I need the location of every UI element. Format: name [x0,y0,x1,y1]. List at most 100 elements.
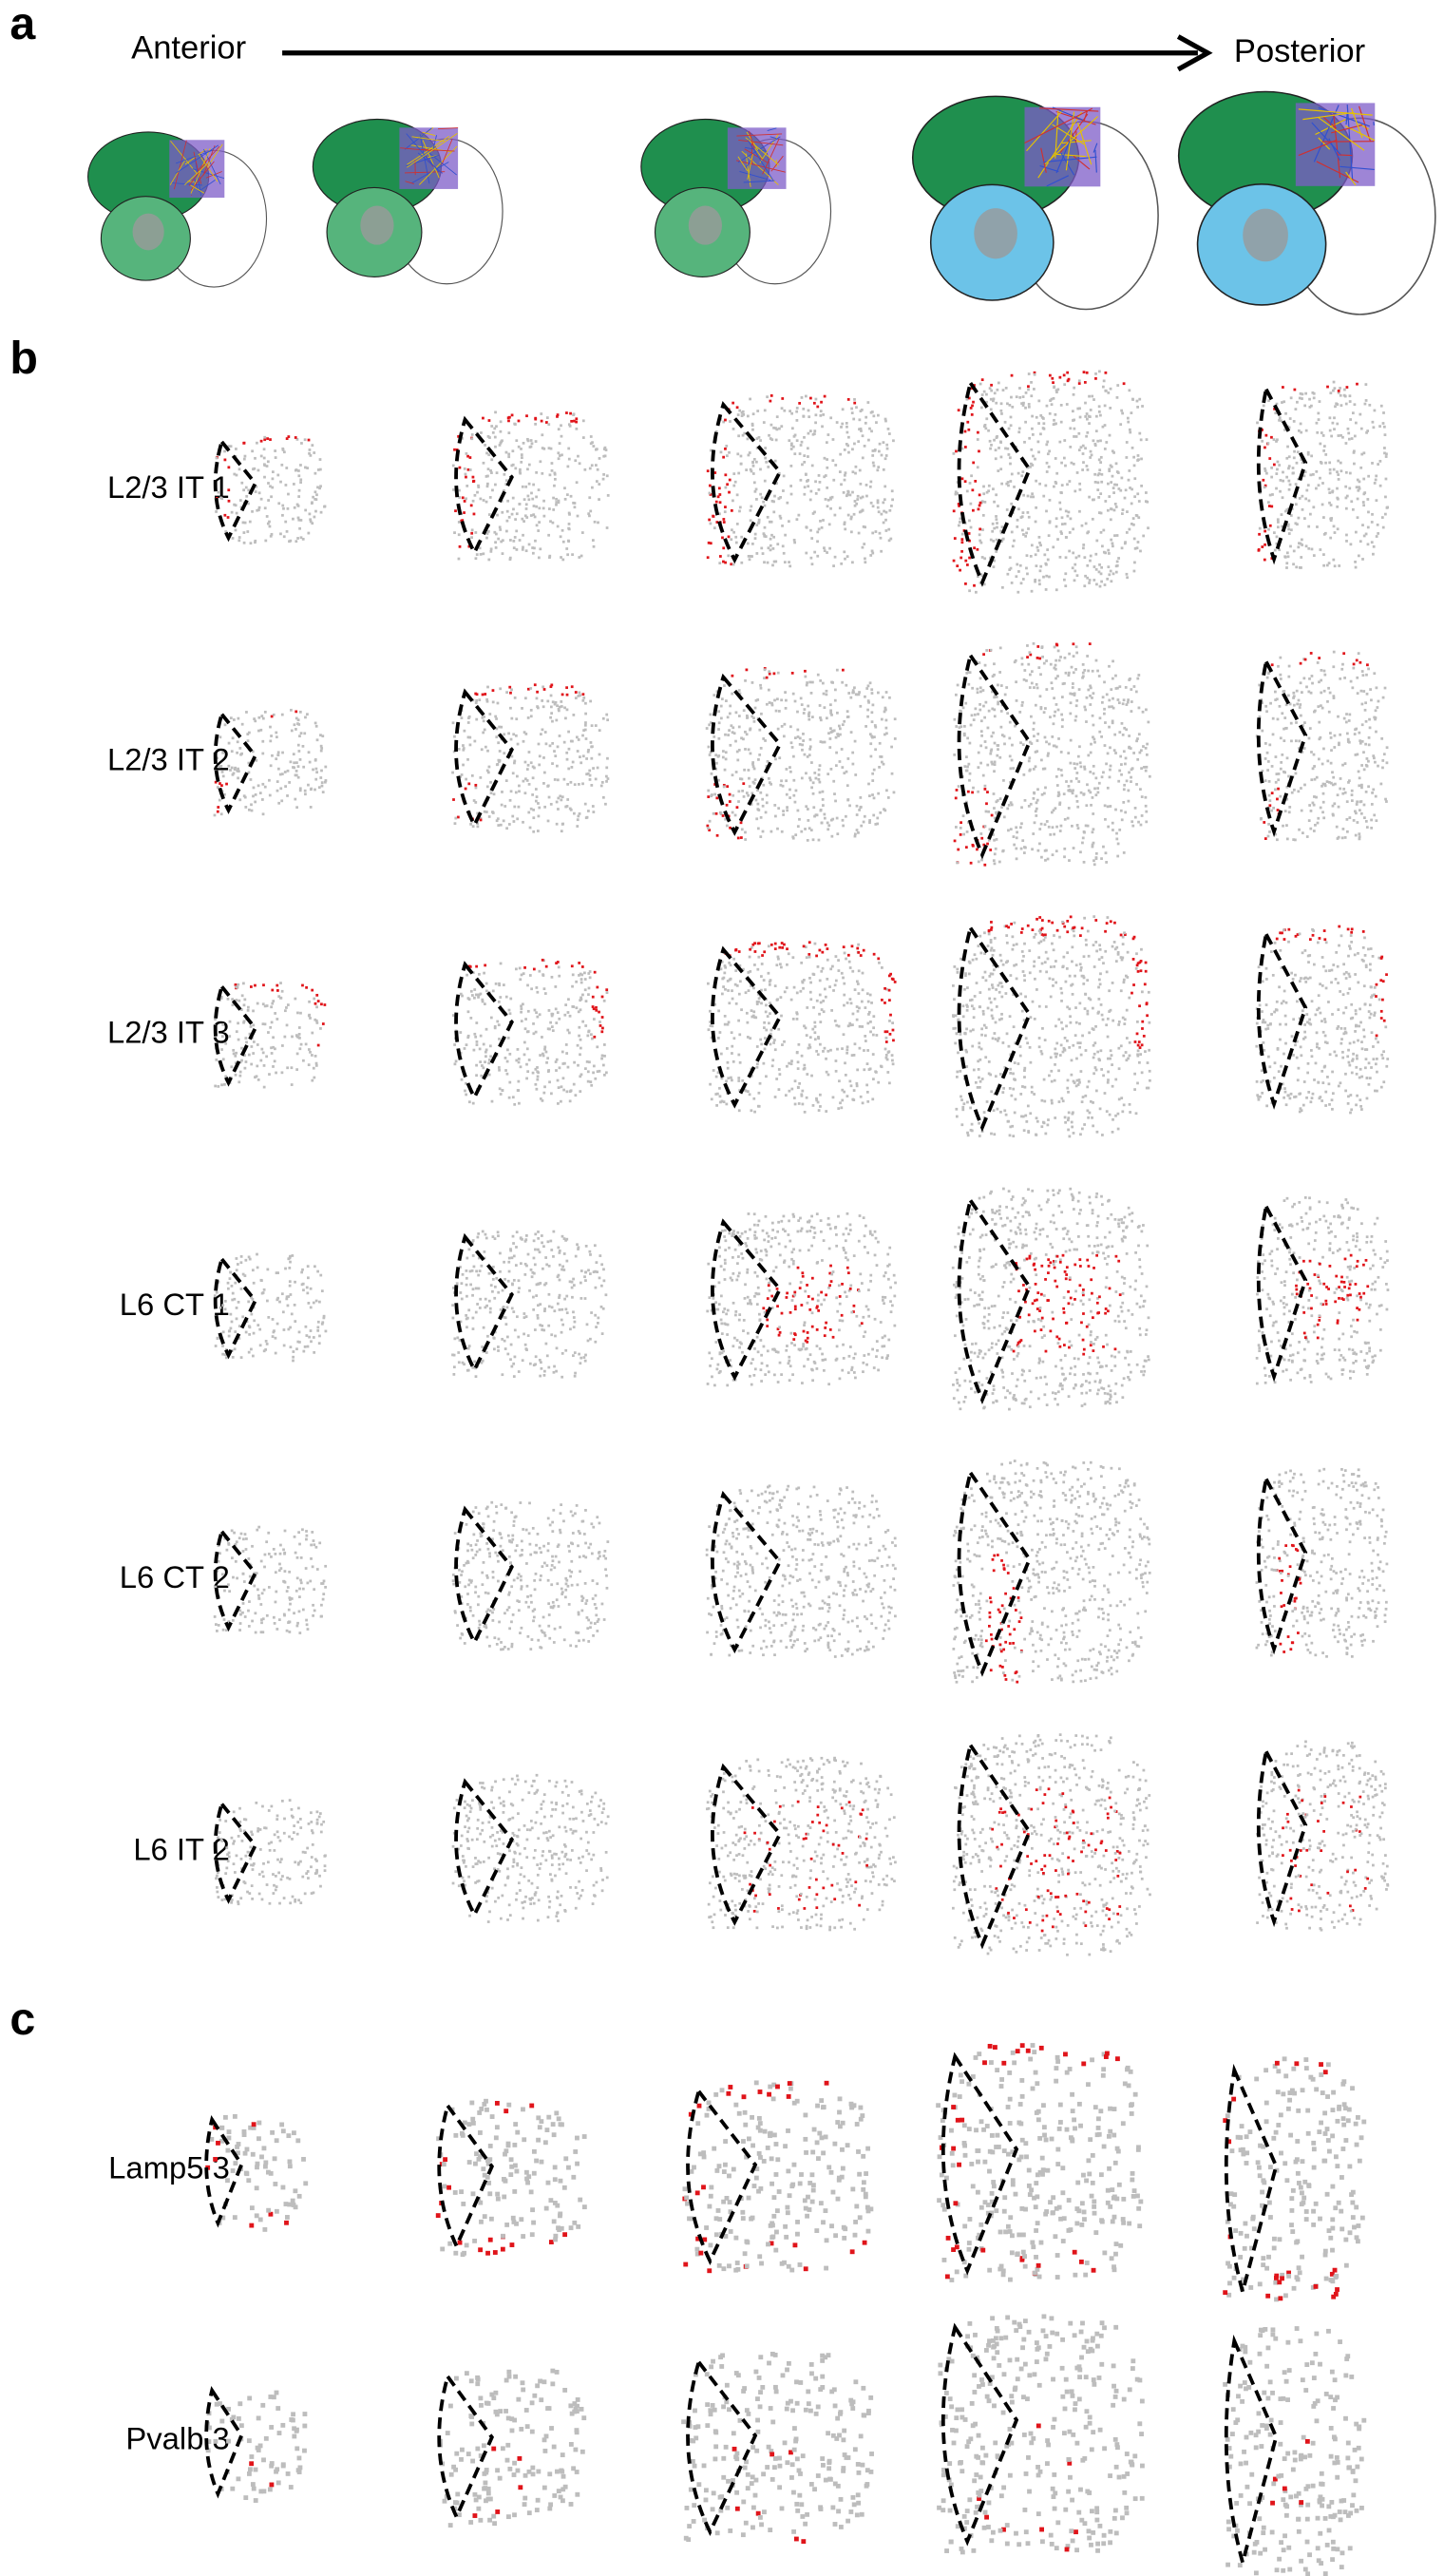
cell [847,450,850,454]
cell [505,1059,509,1063]
cell [1064,556,1068,560]
cell [1010,472,1014,476]
cell [270,1046,273,1050]
cell [1007,453,1011,456]
cell [1367,743,1371,747]
cell [256,1078,260,1081]
cell [1076,805,1080,809]
cell [800,440,804,444]
cell [1321,434,1325,437]
cell [1276,460,1280,464]
cell [310,787,314,791]
fiber [1298,108,1373,116]
cell [251,509,254,513]
cell [1059,824,1063,828]
cell [842,1033,846,1037]
cell [1301,691,1303,695]
cell [885,987,888,991]
cell [980,858,983,862]
cell [591,805,595,808]
cell [557,1102,560,1105]
cell [227,445,231,448]
cell [813,510,816,514]
cell [1021,578,1025,581]
marked-cell [980,378,984,382]
cell [999,531,1003,535]
cell [1061,523,1064,525]
cell [1103,804,1107,808]
marked-cell [727,535,731,539]
cell [1344,506,1348,510]
cell [855,1005,859,1008]
cell [487,1073,491,1077]
cell [1258,491,1262,495]
cell [256,508,259,512]
cell [552,508,556,511]
cell [734,711,738,715]
cell [1281,525,1283,528]
cell [516,742,520,746]
cell [1381,422,1385,425]
cell [1035,564,1038,567]
cell [746,1021,750,1024]
cell [558,454,561,457]
cell [753,532,757,536]
cell [1073,694,1076,696]
marked-cell [316,1000,320,1002]
cell [872,813,876,817]
cell [1344,485,1348,488]
cell [823,812,826,816]
cell [592,811,596,813]
cell [1312,753,1316,756]
cell [1083,669,1087,672]
cell [478,993,481,997]
cell [1071,686,1074,689]
cell [254,719,257,723]
cell [298,787,302,791]
cell [1059,420,1063,424]
cell [497,824,501,827]
cell [781,544,785,548]
cell [1344,470,1348,474]
cell [1375,499,1378,503]
marked-cell [985,802,988,806]
cell [840,483,843,487]
cell [1035,479,1038,483]
cell [579,1053,581,1057]
cell [1060,491,1063,495]
cell [1339,393,1342,397]
cell [482,719,485,723]
cell [849,731,853,734]
cell [320,769,323,773]
cell [872,768,876,772]
cell [587,986,591,990]
cell [715,761,718,765]
cell [1100,775,1104,779]
cell [548,1027,551,1031]
cell [1268,743,1272,747]
cell [1259,817,1263,821]
cell [311,1078,314,1082]
cell [1104,851,1108,855]
cell [1067,785,1071,788]
marked-cell [982,653,985,657]
cell [571,553,574,557]
cell [1342,716,1346,720]
cell [845,814,847,818]
cell [1019,582,1023,585]
cell [520,1004,522,1008]
cell [584,1024,588,1027]
cell [767,466,770,468]
cell [560,434,563,438]
cell [799,444,803,447]
cell [1293,449,1296,453]
cell [884,518,887,522]
cell [1367,759,1370,763]
cell [261,782,265,786]
cell [765,1075,768,1078]
cell [1067,752,1071,754]
cell [1300,556,1303,559]
marked-cell [581,693,585,696]
cell [294,797,297,801]
cell [1009,566,1013,570]
